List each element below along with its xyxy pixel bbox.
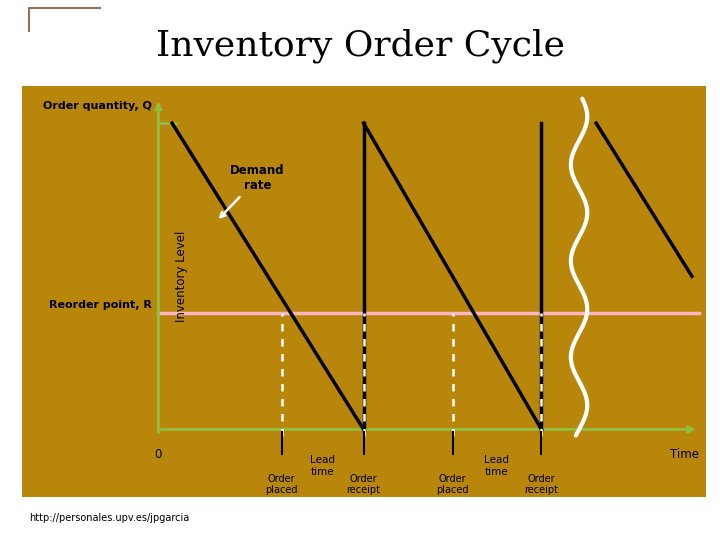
- Text: Order
placed: Order placed: [436, 474, 469, 495]
- Text: Lead
time: Lead time: [310, 455, 335, 477]
- Text: 0: 0: [155, 448, 162, 461]
- Text: Demand
rate: Demand rate: [220, 164, 285, 217]
- Text: Order
receipt: Order receipt: [524, 474, 559, 495]
- Text: Inventory Level: Inventory Level: [176, 231, 189, 322]
- Text: Order
placed: Order placed: [265, 474, 298, 495]
- Text: Inventory Order Cycle: Inventory Order Cycle: [156, 29, 564, 63]
- Text: Lead
time: Lead time: [485, 455, 510, 477]
- Text: http://personales.upv.es/jpgarcia: http://personales.upv.es/jpgarcia: [29, 514, 189, 523]
- Text: Order quantity, Q: Order quantity, Q: [42, 101, 152, 111]
- Text: Reorder point, R: Reorder point, R: [49, 300, 152, 310]
- Text: Time: Time: [670, 448, 698, 461]
- Text: Order
receipt: Order receipt: [346, 474, 381, 495]
